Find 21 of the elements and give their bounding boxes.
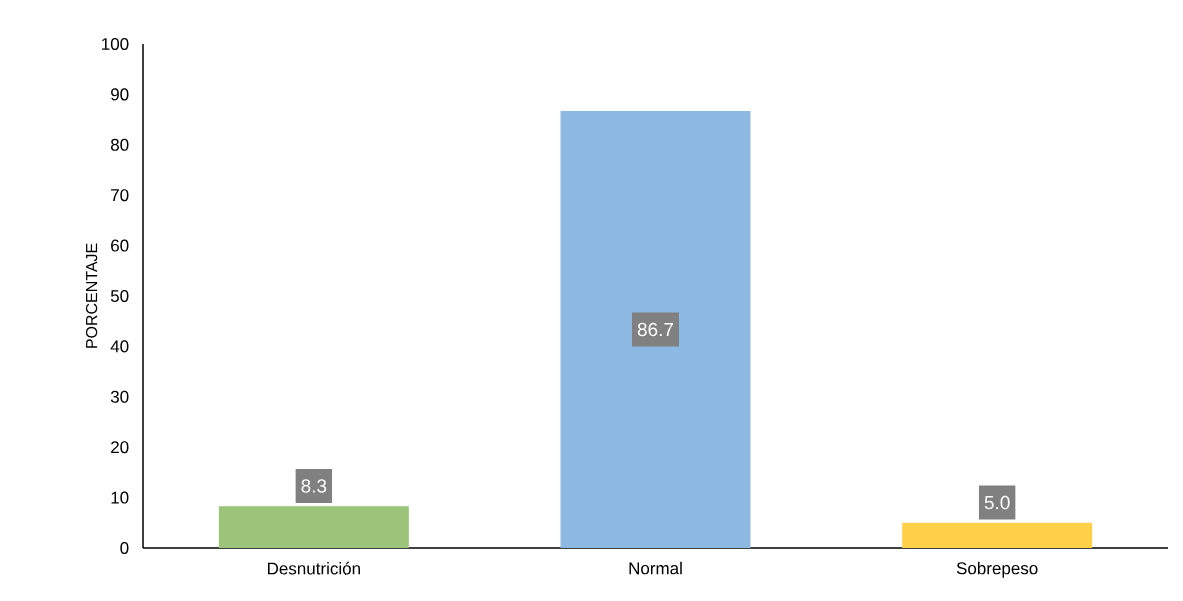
y-tick-label: 0 bbox=[120, 541, 129, 555]
x-tick-label: Sobrepeso bbox=[956, 561, 1038, 578]
x-tick-label: Desnutrición bbox=[267, 561, 360, 575]
data-label: 5.0 bbox=[984, 495, 1010, 510]
data-label: 8.3 bbox=[301, 479, 327, 493]
bar bbox=[218, 506, 409, 548]
y-tick-label: 60 bbox=[111, 239, 129, 252]
bar bbox=[560, 111, 751, 548]
y-tick-label: 100 bbox=[102, 37, 129, 51]
y-tick-label: 80 bbox=[110, 138, 129, 151]
y-tick-label: 40 bbox=[110, 340, 129, 353]
y-tick-label: 10 bbox=[111, 491, 129, 504]
y-tick-label: 70 bbox=[111, 189, 129, 202]
y-tick-label: 30 bbox=[110, 390, 129, 403]
bar bbox=[902, 522, 1093, 548]
data-label: 86.7 bbox=[637, 322, 674, 337]
y-tick-label: 50 bbox=[110, 289, 129, 303]
y-axis-title: PORCENTAJE bbox=[85, 243, 98, 348]
y-tick-label: 90 bbox=[111, 88, 129, 101]
y-tick-label: 20 bbox=[111, 441, 129, 454]
x-tick-label: Normal bbox=[629, 561, 682, 575]
